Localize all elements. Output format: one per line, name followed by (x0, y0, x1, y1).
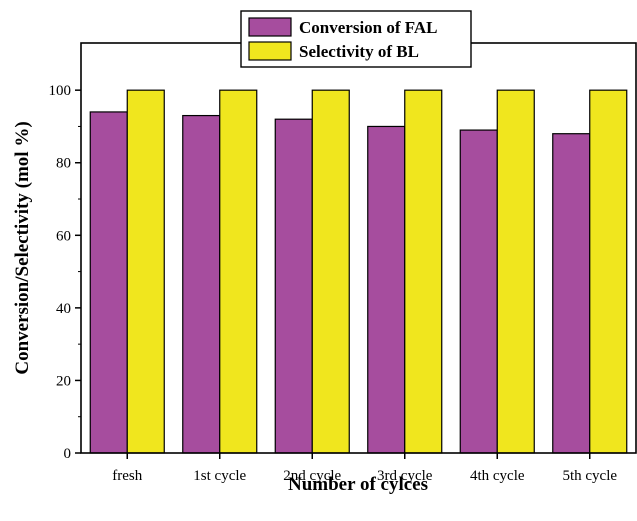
bar-selectivity-2 (311, 89, 350, 454)
legend-swatch (248, 17, 292, 37)
axes: 0 20 40 60 80 100 fresh 1st cycle 2nd cycle 3rd c… (49, 83, 618, 484)
bars (89, 89, 628, 454)
x-tick-label: 3rd cycle (377, 468, 433, 484)
y-tick-label: 0 (64, 446, 72, 462)
x-tick-label: fresh (112, 468, 142, 484)
bar-selectivity-4 (496, 89, 535, 454)
bar-conversion-3 (367, 125, 406, 454)
x-tick-label: 5th cycle (562, 468, 617, 484)
x-axis-title: Number of cylces (288, 474, 428, 495)
bar-conversion-4 (459, 129, 498, 454)
bar-conversion-5 (552, 133, 591, 454)
legend-label: Conversion of FAL (299, 18, 438, 37)
y-axis-title: Conversion/Selectivity (mol %) (12, 121, 33, 374)
x-tick-label: 4th cycle (470, 468, 525, 484)
bar-selectivity-0 (126, 89, 165, 454)
bar-selectivity-5 (589, 89, 628, 454)
y-tick-label: 60 (56, 228, 71, 244)
x-tick-label: 1st cycle (193, 468, 246, 484)
bar-selectivity-3 (404, 89, 443, 454)
bar-conversion-1 (182, 114, 221, 454)
bar-conversion-0 (89, 111, 128, 454)
y-tick-label: 40 (56, 301, 71, 317)
legend-swatch (248, 41, 292, 61)
legend-label: Selectivity of BL (299, 42, 419, 61)
y-tick-label: 80 (56, 156, 71, 172)
legend: Conversion of FAL Selectivity of BL (240, 10, 472, 68)
y-tick-label: 20 (56, 373, 71, 389)
x-tick-label: 2nd cycle (283, 468, 341, 484)
y-tick-label: 100 (49, 83, 72, 99)
bar-selectivity-1 (219, 89, 258, 454)
bar-conversion-2 (274, 118, 313, 454)
